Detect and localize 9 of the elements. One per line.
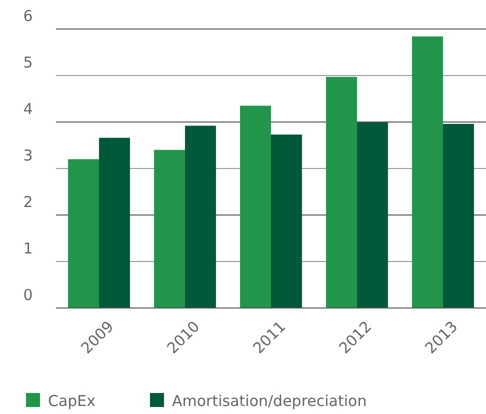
y-tick-label: 5 (23, 54, 33, 72)
y-tick-label: 0 (23, 286, 33, 304)
y-tick-label: 3 (23, 146, 33, 164)
y-tick-label: 6 (23, 7, 33, 25)
y-tick-label: 2 (23, 193, 33, 211)
legend-label: CapEx (48, 392, 96, 410)
y-tick-label: 4 (23, 100, 33, 118)
legend-label: Amortisation/depreciation (172, 392, 367, 410)
y-tick-label: 1 (23, 240, 33, 258)
